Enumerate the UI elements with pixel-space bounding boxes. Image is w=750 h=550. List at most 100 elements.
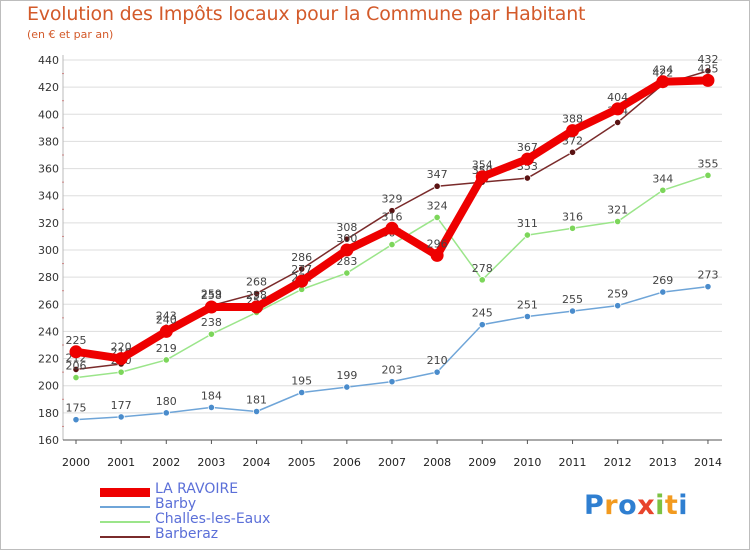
data-label-barby-2006: 199 (336, 369, 357, 382)
x-tick-label-2010: 2010 (513, 456, 541, 469)
point-barby-2000 (72, 416, 80, 424)
data-label-la-ravoire-2004: 258 (246, 289, 267, 302)
point-barby-2009 (478, 321, 486, 329)
x-tick-label-2008: 2008 (423, 456, 451, 469)
y-tick-label-280: 280 (38, 271, 59, 284)
y-tick-label-380: 380 (38, 135, 59, 148)
data-label-challes-les-eaux-2003: 238 (201, 316, 222, 329)
data-label-la-ravoire-2009: 354 (472, 159, 493, 172)
point-la-ravoire-2008 (430, 248, 444, 262)
point-barby-2003 (207, 403, 216, 412)
data-label-challes-les-eaux-2009: 278 (472, 262, 493, 275)
point-barberaz-2006 (343, 235, 351, 243)
x-tick-label-2004: 2004 (243, 456, 271, 469)
data-label-la-ravoire-2008: 296 (427, 237, 448, 250)
point-la-ravoire-2001 (114, 352, 128, 366)
proxiti-logo: Proxiti (584, 490, 688, 521)
point-la-ravoire-2004 (250, 300, 264, 314)
point-la-ravoire-2005 (295, 274, 309, 288)
point-challes-les-eaux-2010 (523, 231, 532, 239)
data-label-barby-2012: 259 (607, 288, 628, 301)
x-tick-label-2007: 2007 (378, 456, 406, 469)
point-challes-les-eaux-2002 (162, 356, 170, 364)
point-barby-2005 (298, 388, 306, 397)
data-label-challes-les-eaux-2013: 344 (652, 172, 673, 185)
data-label-challes-les-eaux-2011: 316 (562, 210, 583, 223)
data-label-challes-les-eaux-2014: 355 (697, 157, 718, 170)
point-barberaz-2012 (614, 118, 622, 127)
data-label-barby-2000: 175 (66, 402, 87, 415)
point-barby-2007 (388, 378, 396, 386)
point-la-ravoire-2010 (520, 152, 534, 166)
point-challes-les-eaux-2014 (704, 171, 712, 179)
data-label-barberaz-2003: 259 (201, 288, 222, 301)
point-la-ravoire-2002 (159, 324, 173, 338)
data-label-barberaz-2005: 286 (291, 251, 312, 264)
data-label-barby-2013: 269 (652, 274, 673, 287)
point-challes-les-eaux-2008 (433, 213, 441, 222)
y-tick-label-440: 440 (38, 54, 59, 67)
data-label-challes-les-eaux-2010: 311 (517, 217, 538, 230)
y-tick-label-200: 200 (38, 380, 59, 393)
point-la-ravoire-2011 (566, 124, 580, 138)
point-barby-2012 (614, 302, 622, 310)
point-la-ravoire-2012 (611, 102, 625, 116)
x-tick-label-2006: 2006 (333, 456, 361, 469)
data-label-barby-2014: 273 (697, 269, 718, 282)
point-challes-les-eaux-2003 (207, 330, 216, 338)
data-label-barby-2005: 195 (291, 375, 312, 388)
y-tick-label-300: 300 (38, 244, 59, 257)
x-tick-label-2011: 2011 (559, 456, 587, 469)
data-label-la-ravoire-2002: 240 (156, 313, 177, 326)
x-tick-label-2001: 2001 (107, 456, 135, 469)
x-tick-label-2005: 2005 (288, 456, 316, 469)
y-tick-label-360: 360 (38, 163, 59, 176)
data-label-la-ravoire-2014: 425 (697, 62, 718, 75)
point-barby-2001 (117, 413, 125, 421)
legend-swatch-challes-les-eaux (100, 521, 150, 523)
y-tick-label-400: 400 (38, 108, 59, 121)
data-label-la-ravoire-2007: 316 (381, 210, 402, 223)
point-barberaz-2008 (433, 182, 441, 190)
chart-subtitle: (en € et par an) (27, 28, 114, 41)
point-barberaz-2005 (298, 265, 306, 273)
point-la-ravoire-2003 (204, 300, 218, 314)
x-tick-label-2012: 2012 (604, 456, 632, 469)
data-label-barby-2001: 177 (111, 399, 132, 412)
point-la-ravoire-2014 (701, 73, 715, 87)
legend-label-barby: Barby (155, 496, 197, 512)
point-barby-2010 (523, 312, 532, 321)
point-barby-2008 (433, 368, 441, 376)
legend-label-challes-les-eaux: Challes-les-Eaux (155, 511, 271, 527)
data-label-challes-les-eaux-2000: 206 (66, 360, 87, 373)
data-label-barby-2011: 255 (562, 293, 583, 306)
data-label-barby-2003: 184 (201, 389, 222, 402)
point-la-ravoire-2006 (340, 243, 354, 257)
logo-letter: i (678, 490, 689, 521)
y-tick-label-420: 420 (38, 81, 59, 94)
point-la-ravoire-2007 (385, 221, 399, 235)
point-barby-2014 (704, 283, 712, 291)
point-barby-2011 (568, 307, 577, 315)
data-label-barberaz-2006: 308 (336, 221, 357, 234)
point-challes-les-eaux-2009 (478, 276, 486, 284)
point-barby-2013 (659, 288, 667, 296)
point-barberaz-2010 (523, 174, 532, 182)
point-barby-2006 (343, 383, 351, 391)
data-label-la-ravoire-2011: 388 (562, 113, 583, 126)
data-label-barby-2002: 180 (156, 395, 177, 408)
point-challes-les-eaux-2006 (343, 269, 351, 277)
point-challes-les-eaux-2012 (614, 217, 622, 226)
data-label-la-ravoire-2000: 225 (66, 334, 87, 347)
point-challes-les-eaux-2000 (72, 373, 80, 382)
logo-letter: x (637, 490, 656, 521)
data-label-la-ravoire-2003: 258 (201, 289, 222, 302)
point-challes-les-eaux-2001 (117, 368, 125, 376)
legend-label-la-ravoire: LA RAVOIRE (155, 481, 239, 497)
data-label-la-ravoire-2001: 220 (111, 341, 132, 354)
legend-swatch-barby (100, 506, 150, 508)
data-label-challes-les-eaux-2008: 324 (427, 199, 448, 212)
y-tick-label-320: 320 (38, 217, 59, 230)
